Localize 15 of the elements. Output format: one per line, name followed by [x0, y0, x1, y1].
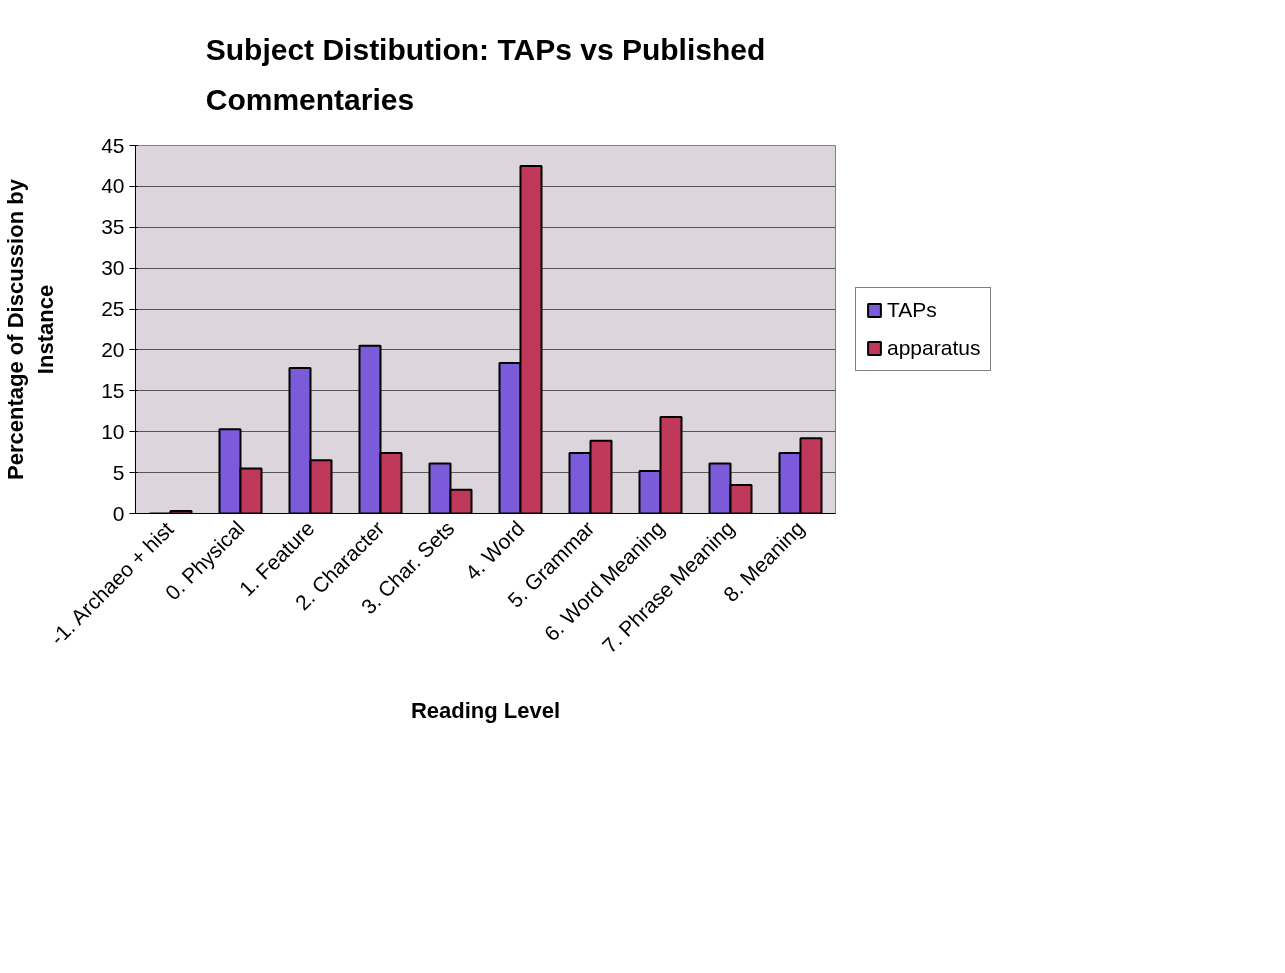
y-tick-label: 10	[101, 419, 125, 443]
y-tick-label: 25	[101, 297, 125, 321]
y-tick-label: 45	[101, 133, 125, 157]
y-tick-label: 35	[101, 215, 125, 239]
legend-label: apparatus	[887, 336, 981, 360]
y-tick-label: 0	[112, 501, 125, 525]
y-tick-label: 40	[101, 174, 125, 198]
legend-label: TAPs	[887, 298, 937, 322]
x-axis-title: Reading Level	[410, 698, 561, 724]
y-tick-label: 5	[112, 460, 125, 484]
y-tick-label: 20	[101, 337, 125, 361]
y-tick-label: 15	[101, 378, 125, 402]
chart-title: Subject Distibution: TAPs vs Published Commentaries	[205, 33, 766, 116]
y-tick-label: 30	[101, 256, 125, 280]
y-axis-title: Percentage of Discussion by Instance	[3, 178, 59, 480]
